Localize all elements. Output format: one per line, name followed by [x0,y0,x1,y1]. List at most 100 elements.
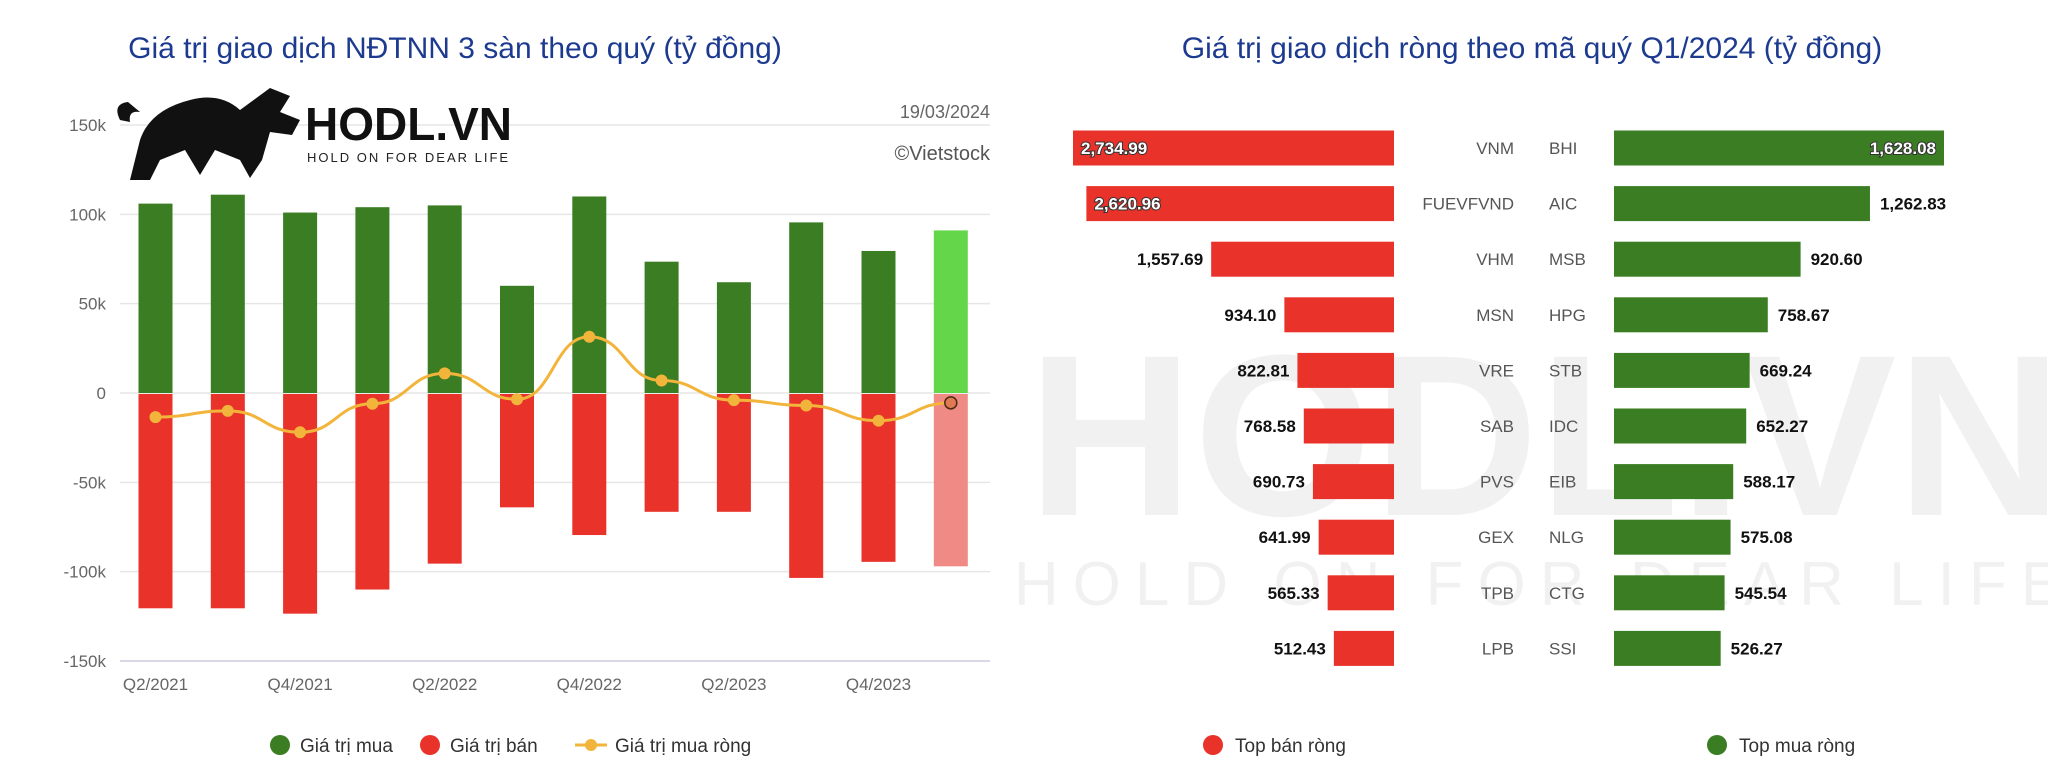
buy-value-label: 526.27 [1731,639,1783,658]
buy-value-label: 1,628.08 [1870,139,1936,158]
legend-item-buy[interactable]: Giá trị mua [270,735,393,757]
sell-value-label: 512.43 [1274,639,1326,658]
buy-bar [1614,408,1747,444]
buy-ticker: STB [1549,361,1582,380]
buy-row: 545.54 CTG [1549,575,1787,611]
legend-dot-icon [270,735,290,755]
buy-bar [1614,241,1801,277]
buy-bar [283,212,318,393]
sell-value-label: 690.73 [1253,473,1305,492]
sell-value-label: 565.33 [1268,584,1320,603]
buy-ticker: NLG [1549,528,1584,547]
buy-value-label: 575.08 [1741,528,1793,547]
buy-bar [500,285,534,393]
buy-value-label: 920.60 [1811,250,1863,269]
sell-row: 2,734.99 VNM [1073,130,1514,166]
hodl-logo: HODL.VN HOLD ON FOR DEAR LIFE [117,88,512,180]
legend-label: Giá trị mua ròng [615,736,751,757]
logo-name: HODL.VN [305,98,512,150]
y-tick-label: 150k [69,116,106,135]
buy-row: 1,628.08 BHI [1549,130,1944,166]
buy-bar [138,203,173,393]
legend-item-top-sell[interactable]: Top bán ròng [1203,735,1346,757]
net-point [944,396,958,410]
sell-ticker: PVS [1480,473,1514,492]
buy-bar [1614,464,1734,500]
sell-bar [644,394,679,512]
buy-value-label: 758.67 [1778,306,1830,325]
legend-item-top-buy[interactable]: Top mua ròng [1707,735,1855,757]
net-point [583,330,596,343]
sell-bar [933,394,968,567]
sell-bar [355,394,390,590]
buy-bar [861,250,896,393]
net-point [872,414,885,427]
buy-ticker: BHI [1549,139,1577,158]
x-tick-label: Q4/2021 [267,675,332,694]
buy-row: 1,262.83 AIC [1549,186,1946,222]
x-tick-label: Q2/2021 [123,675,188,694]
sell-bar [427,394,462,564]
x-tick-label: Q4/2023 [846,675,911,694]
sell-ticker: TPB [1481,584,1514,603]
net-point [727,394,740,407]
buy-bar [355,207,390,393]
sell-row: 822.81 VRE [1237,352,1514,388]
buy-value-label: 652.27 [1756,417,1808,436]
sell-ticker: VHM [1476,250,1514,269]
legend-label: Top bán ròng [1235,736,1346,757]
net-point [366,397,379,410]
sell-ticker: SAB [1480,417,1514,436]
buy-bar [1614,297,1768,333]
sell-row: 565.33 TPB [1268,575,1514,611]
sell-value-label: 822.81 [1237,361,1289,380]
legend-dot-icon [420,735,440,755]
buy-value-label: 669.24 [1760,361,1813,380]
buy-row: 669.24 STB [1549,352,1813,388]
net-point [655,374,668,387]
buy-ticker: CTG [1549,584,1585,603]
sell-value-label: 2,734.99 [1081,139,1147,158]
buy-ticker: AIC [1549,195,1577,214]
buy-row: 526.27 SSI [1549,630,1783,666]
y-tick-label: 0 [97,384,106,403]
sell-bar [1312,464,1394,500]
sell-bar [1284,297,1394,333]
sell-row: 690.73 PVS [1253,464,1514,500]
legend-dot-icon [1707,735,1727,755]
sell-ticker: FUEVFVND [1422,195,1514,214]
sell-bar [1303,408,1394,444]
sell-row: 768.58 SAB [1244,408,1514,444]
sell-bar [716,394,751,512]
watermark-logo-text: HODL.VN [1028,307,2048,564]
sell-bar [789,394,824,578]
sell-row: 512.43 LPB [1274,630,1514,666]
buy-bar [1614,630,1721,666]
sell-ticker: VNM [1476,139,1514,158]
y-tick-label: -50k [73,473,107,492]
sell-value-label: 641.99 [1259,528,1311,547]
buy-ticker: HPG [1549,306,1586,325]
sell-ticker: LPB [1482,639,1514,658]
net-point [149,411,162,424]
legend-item-net[interactable]: Giá trị mua ròng [575,736,751,757]
sell-value-label: 1,557.69 [1137,250,1203,269]
net-point [438,367,451,380]
sell-bar [210,394,245,609]
buy-ticker: EIB [1549,473,1576,492]
x-tick-label: Q2/2022 [412,675,477,694]
buy-ticker: IDC [1549,417,1578,436]
buy-ticker: SSI [1549,639,1576,658]
buy-bar [933,230,968,393]
sell-row: 934.10 MSN [1224,297,1514,333]
sell-bar [1086,186,1394,222]
net-point [221,404,234,417]
buy-bar [1614,519,1731,555]
buy-bar [1614,575,1725,611]
sell-value-label: 768.58 [1244,417,1296,436]
buy-bar [644,261,679,393]
sell-bar [1333,630,1394,666]
legend-item-sell[interactable]: Giá trị bán [420,735,538,757]
sell-bar [1327,575,1394,611]
